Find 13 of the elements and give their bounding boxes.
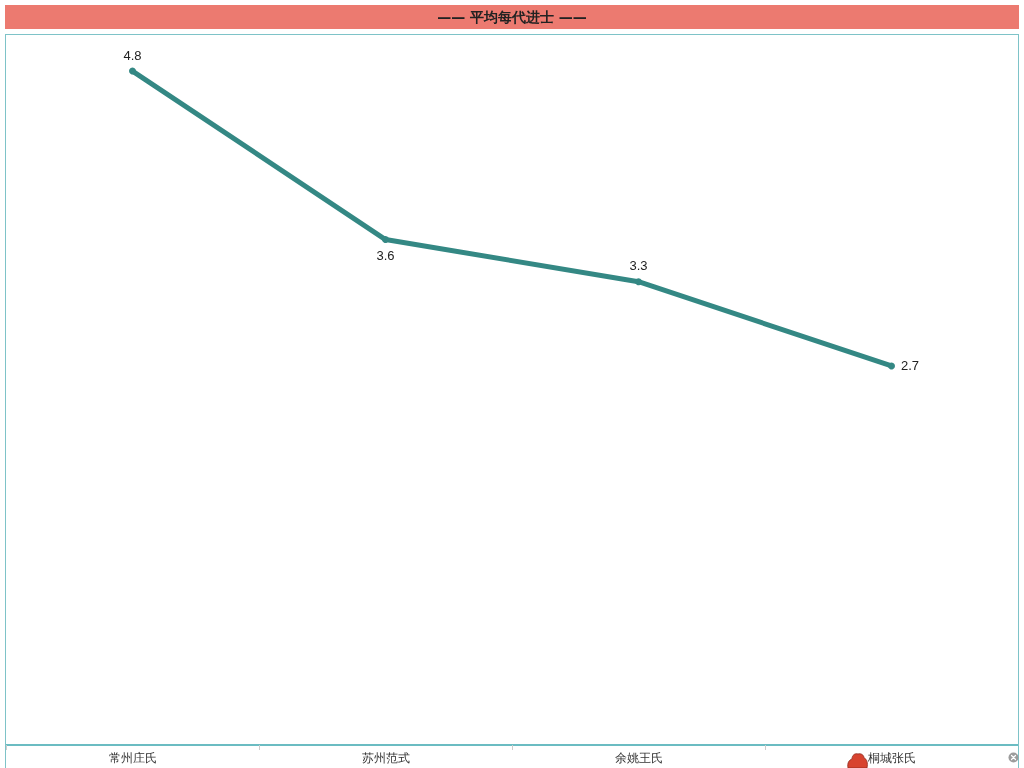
point — [382, 236, 389, 244]
x-tick-label: 桐城张氏 — [866, 751, 916, 765]
point — [888, 362, 895, 370]
x-tick-label: 苏州范式 — [361, 751, 410, 765]
x-tick-label: 余姚王氏 — [614, 751, 663, 765]
data-label: 2.7 — [901, 358, 920, 374]
point — [129, 67, 136, 75]
point — [635, 278, 642, 286]
data-label: 3.6 — [376, 248, 395, 264]
data-label: 4.8 — [123, 47, 142, 63]
chart-title: —— 平均每代进士 —— — [5, 5, 1019, 29]
data-label: 3.3 — [629, 258, 648, 274]
x-tick-label: 常州庄氏 — [108, 751, 157, 765]
